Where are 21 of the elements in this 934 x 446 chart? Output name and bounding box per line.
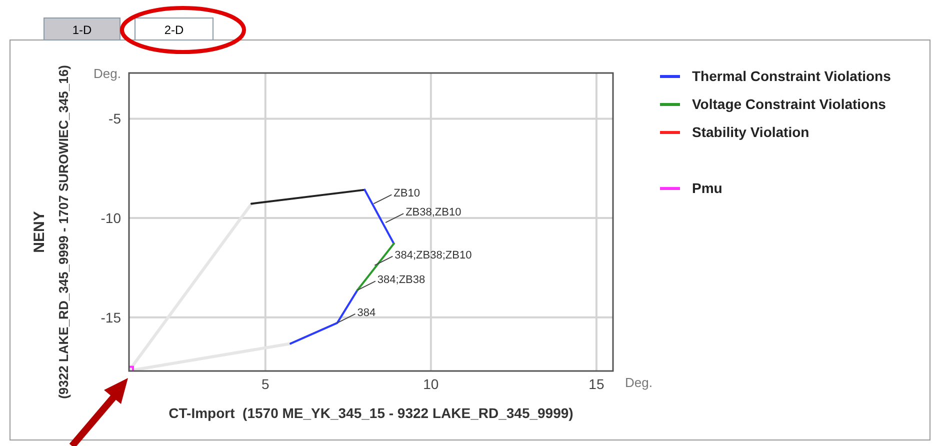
annotation: 384;ZB38 [377, 274, 426, 286]
annotation: 384 [357, 306, 376, 319]
annotation: ZB10 [394, 188, 420, 200]
y-axis-title: NENY (9322 LAKE_RD_345_9999 - 1707 SUROWIEC_345_16) [31, 65, 71, 399]
legend-label: Voltage Constraint Violations [692, 96, 886, 112]
x-tick-label: 5 [261, 376, 270, 392]
legend-label: Thermal Constraint Violations [692, 68, 891, 84]
text: 1-D [72, 23, 92, 37]
annotation: ZB38,ZB10 [406, 206, 462, 219]
y-tick-label: -10 [100, 210, 122, 226]
text: Deg. [625, 375, 652, 390]
x-axis-title: CT-Import (1570 ME_YK_345_15 - 9322 LAKE_RD_345_9999) [168, 405, 574, 421]
legend-label: Pmu [692, 180, 722, 196]
x-tick-label: 15 [588, 376, 604, 392]
x-tick-label: 10 [423, 376, 439, 392]
y-tick-label: -5 [108, 110, 122, 127]
text: 2-D [164, 23, 184, 37]
text: Deg. [94, 66, 121, 81]
annotation: 384;ZB38;ZB10 [394, 249, 472, 262]
legend-label: Stability Violation [692, 124, 810, 140]
y-tick-label: -15 [100, 309, 122, 326]
